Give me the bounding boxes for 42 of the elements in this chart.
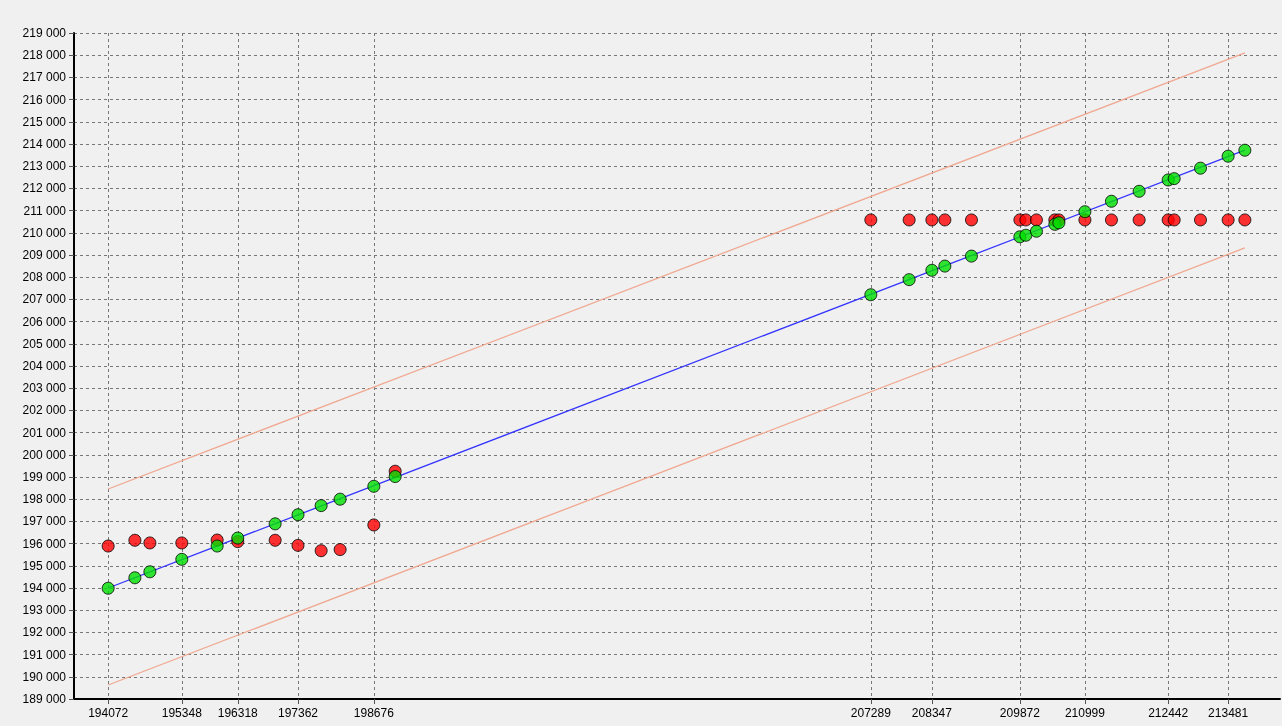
y-tick-label: 204 000 xyxy=(22,359,67,373)
y-tick-label: 205 000 xyxy=(22,336,67,351)
y-tick-label: 218 000 xyxy=(22,48,67,63)
y-tick-label: 195 000 xyxy=(22,558,67,573)
x-tick-label: 212442 xyxy=(1148,706,1189,720)
y-tick-label: 201 000 xyxy=(22,425,67,440)
y-tick-label: 210 000 xyxy=(22,225,67,240)
y-tick-label: 200 000 xyxy=(22,447,67,462)
y-tick-label: 217 000 xyxy=(22,70,67,85)
y-tick-label: 209 000 xyxy=(22,248,67,262)
x-tick-label: 207289 xyxy=(850,706,892,720)
x-tick-label: 195348 xyxy=(161,706,203,720)
y-tick-label: 214 000 xyxy=(22,137,67,151)
y-tick-label: 190 000 xyxy=(22,669,67,684)
x-tick-label: 196318 xyxy=(217,706,259,720)
y-tick-label: 207 000 xyxy=(22,292,67,307)
y-tick-label: 211 000 xyxy=(23,203,67,218)
x-tick-label: 213481 xyxy=(1208,706,1249,720)
y-tick-label: 215 000 xyxy=(22,114,67,129)
y-tick-label: 194 000 xyxy=(22,581,67,595)
y-tick-label: 192 000 xyxy=(22,625,67,640)
y-tick-label: 193 000 xyxy=(22,603,67,618)
y-tick-label: 216 000 xyxy=(22,92,67,107)
y-tick-label: 199 000 xyxy=(22,470,67,484)
x-tick-label: 210999 xyxy=(1064,706,1106,720)
y-tick-label: 197 000 xyxy=(22,514,67,529)
y-tick-label: 206 000 xyxy=(22,314,67,329)
x-tick-label: 198676 xyxy=(353,706,395,720)
y-tick-label: 203 000 xyxy=(22,381,67,396)
x-tick-label: 209872 xyxy=(999,706,1041,720)
y-tick-label: 196 000 xyxy=(22,536,67,551)
y-tick-label: 208 000 xyxy=(22,270,67,285)
x-tick-label: 208347 xyxy=(911,706,953,720)
y-tick-label: 202 000 xyxy=(22,403,67,418)
y-tick-label: 212 000 xyxy=(22,181,67,196)
x-tick-label: 197362 xyxy=(277,706,319,720)
y-tick-label: 189 000 xyxy=(22,692,67,706)
y-tick-label: 213 000 xyxy=(22,159,67,174)
x-tick-label: 194072 xyxy=(88,706,129,720)
y-tick-label: 198 000 xyxy=(22,492,67,507)
y-tick-label: 191 000 xyxy=(22,647,67,662)
y-tick-label: 219 000 xyxy=(22,26,67,40)
